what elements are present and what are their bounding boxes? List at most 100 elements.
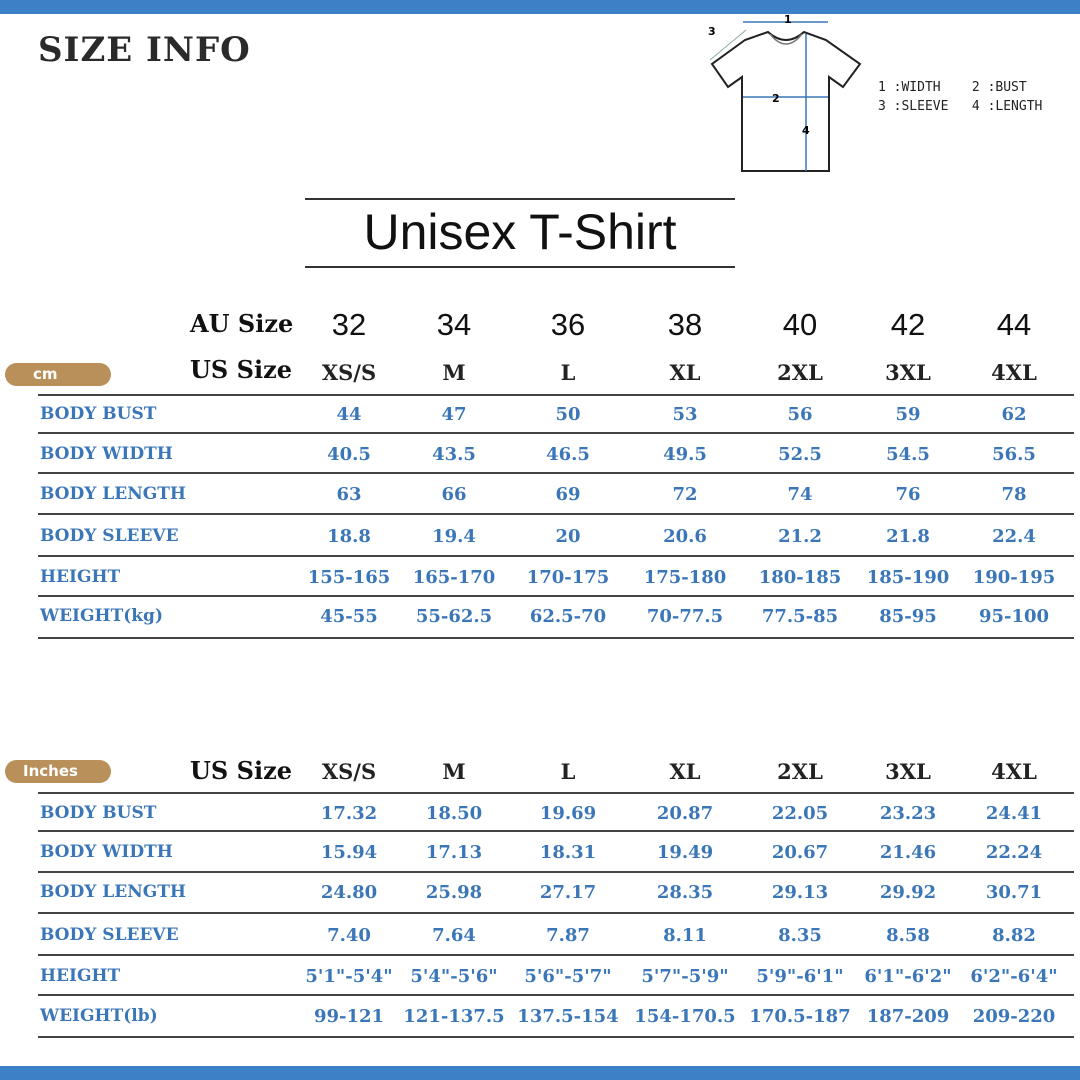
- row-label: BODY LENGTH: [40, 882, 186, 902]
- table-cell: 21.2: [778, 526, 822, 547]
- diagram-label-4: 4: [802, 124, 810, 137]
- row-label: BODY SLEEVE: [40, 526, 179, 546]
- row-divider: [38, 595, 1074, 597]
- table-cell: 155-165: [307, 567, 391, 588]
- table-cell: 22.05: [771, 803, 829, 824]
- table-cell: 175-180: [643, 567, 727, 588]
- table-cell: 165-170: [412, 567, 496, 588]
- us-size-0: XS/S: [321, 360, 377, 385]
- us-size-inches-4: 2XL: [777, 759, 823, 784]
- us-size-inches-2: L: [560, 759, 576, 784]
- table-cell: 21.8: [886, 526, 930, 547]
- table-cell: 7.87: [546, 925, 590, 946]
- table-cell: 53: [672, 404, 698, 425]
- table-cell: 15.94: [320, 842, 378, 863]
- bottom-accent-bar: [0, 1066, 1080, 1080]
- row-divider: [38, 912, 1074, 914]
- row-divider: [38, 792, 1074, 794]
- product-title: Unisex T-Shirt: [305, 198, 735, 268]
- table-cell: 170-175: [526, 567, 610, 588]
- table-cell: 8.35: [778, 925, 822, 946]
- unit-pill-inches: Inches: [5, 760, 111, 783]
- table-cell: 29.13: [771, 882, 829, 903]
- table-cell: 78: [1001, 484, 1027, 505]
- table-cell: 24.80: [320, 882, 378, 903]
- diagram-legend-row-1: 1 :WIDTH 2 :BUST: [878, 80, 1027, 95]
- table-cell: 20.67: [771, 842, 829, 863]
- diagram-label-1: 1: [784, 14, 792, 26]
- us-size-5: 3XL: [885, 360, 931, 385]
- diagram-label-3: 3: [708, 25, 716, 38]
- au-size-1: 34: [436, 307, 472, 342]
- table-cell: 190-195: [972, 567, 1056, 588]
- table-cell: 19.49: [656, 842, 714, 863]
- table-cell: 185-190: [866, 567, 950, 588]
- table-cell: 5'4"-5'6": [410, 966, 498, 987]
- table-cell: 20.6: [663, 526, 707, 547]
- row-label: BODY WIDTH: [40, 444, 173, 464]
- diagram-legend-row-2: 3 :SLEEVE 4 :LENGTH: [878, 99, 1043, 114]
- table-cell: 18.31: [539, 842, 597, 863]
- us-size-inches-0: XS/S: [321, 759, 377, 784]
- table-cell: 6'2"-6'4": [970, 966, 1058, 987]
- table-cell: 20: [555, 526, 581, 547]
- table-cell: 18.50: [425, 803, 483, 824]
- table-cell: 25.98: [425, 882, 483, 903]
- au-size-4: 40: [782, 307, 818, 342]
- row-divider: [38, 472, 1074, 474]
- top-accent-bar: [0, 0, 1080, 14]
- table-cell: 62: [1001, 404, 1027, 425]
- table-cell: 8.82: [992, 925, 1036, 946]
- table-cell: 5'9"-6'1": [756, 966, 844, 987]
- table-cell: 44: [336, 404, 362, 425]
- table-cell: 40.5: [327, 444, 371, 465]
- table-cell: 99-121: [313, 1006, 385, 1027]
- row-divider: [38, 513, 1074, 515]
- row-divider: [38, 394, 1074, 396]
- page-title: SIZE INFO: [38, 30, 251, 70]
- row-divider: [38, 555, 1074, 557]
- us-size-2: L: [560, 360, 576, 385]
- us-size-inches-6: 4XL: [991, 759, 1037, 784]
- table-cell: 7.40: [327, 925, 371, 946]
- table-cell: 95-100: [978, 606, 1050, 627]
- table-cell: 21.46: [879, 842, 937, 863]
- table-cell: 24.41: [985, 803, 1043, 824]
- table-cell: 72: [672, 484, 698, 505]
- table-cell: 74: [787, 484, 813, 505]
- au-size-2: 36: [550, 307, 586, 342]
- table-cell: 54.5: [886, 444, 930, 465]
- us-size-inches-5: 3XL: [885, 759, 931, 784]
- table-cell: 43.5: [432, 444, 476, 465]
- row-divider: [38, 637, 1074, 639]
- table-cell: 77.5-85: [761, 606, 839, 627]
- table-cell: 22.24: [985, 842, 1043, 863]
- row-label: WEIGHT(lb): [40, 1006, 158, 1026]
- table-cell: 19.69: [539, 803, 597, 824]
- table-cell: 8.11: [663, 925, 707, 946]
- table-cell: 7.64: [432, 925, 476, 946]
- table-cell: 49.5: [663, 444, 707, 465]
- table-cell: 45-55: [320, 606, 378, 627]
- table-cell: 23.23: [879, 803, 937, 824]
- table-cell: 59: [895, 404, 921, 425]
- table-cell: 66: [441, 484, 467, 505]
- row-label: BODY BUST: [40, 803, 157, 823]
- row-label: WEIGHT(kg): [40, 606, 163, 626]
- us-size-6: 4XL: [991, 360, 1037, 385]
- table-cell: 137.5-154: [517, 1006, 619, 1027]
- row-divider: [38, 432, 1074, 434]
- table-cell: 6'1"-6'2": [864, 966, 952, 987]
- table-cell: 121-137.5: [403, 1006, 505, 1027]
- table-cell: 30.71: [985, 882, 1043, 903]
- table-cell: 209-220: [972, 1006, 1056, 1027]
- table-cell: 47: [441, 404, 467, 425]
- table-cell: 55-62.5: [415, 606, 493, 627]
- table-cell: 52.5: [778, 444, 822, 465]
- table-cell: 76: [895, 484, 921, 505]
- table-cell: 69: [555, 484, 581, 505]
- table-cell: 28.35: [656, 882, 714, 903]
- table-cell: 18.8: [327, 526, 371, 547]
- au-size-3: 38: [667, 307, 703, 342]
- table-cell: 187-209: [866, 1006, 950, 1027]
